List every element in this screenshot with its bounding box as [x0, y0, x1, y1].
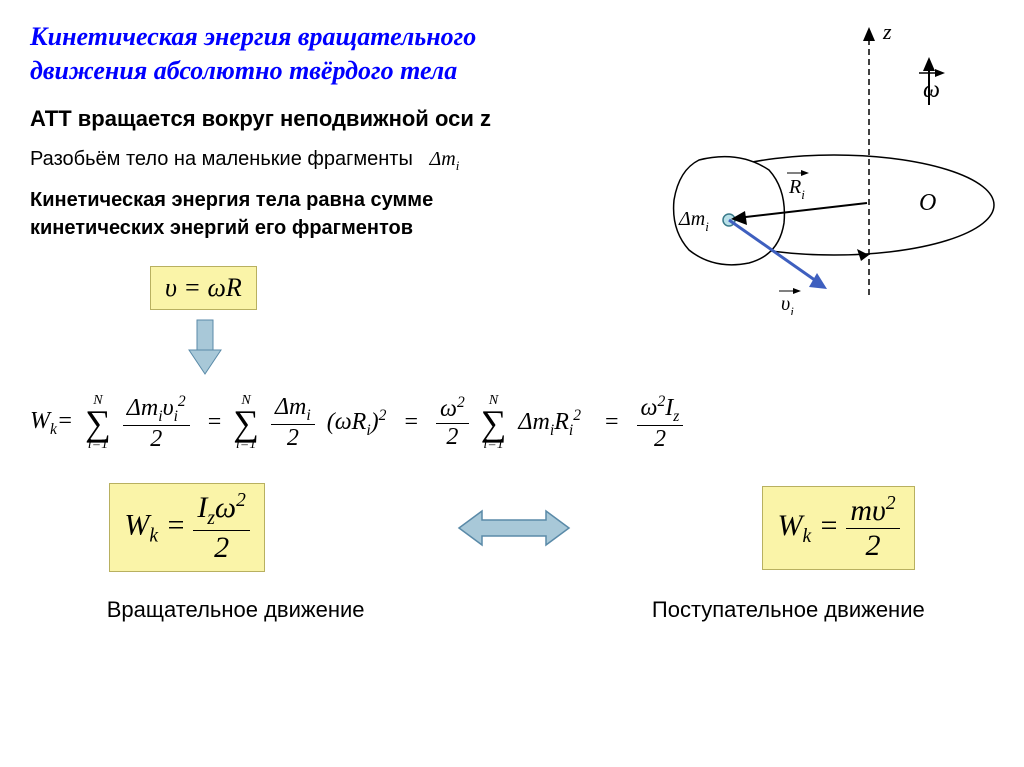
svg-text:υi: υi — [781, 293, 794, 315]
z-axis-label: z — [882, 19, 892, 44]
captions-row: Вращательное движение Поступательное дви… — [30, 582, 994, 623]
translational-energy-block: Wk = mυ22 — [762, 486, 914, 570]
final-formulas-row: Wk = Izω22 Wk = mυ22 — [30, 483, 994, 572]
derivation-formula: Wk= N∑i=1 Δmiυi22 = N∑i=1 Δmi2 (ωRi)2 = … — [30, 393, 994, 454]
delta-m-label: Δm — [678, 208, 705, 230]
caption-rotational: Вращательное движение — [43, 597, 429, 623]
formula-velocity: υ = ωR — [150, 266, 257, 310]
formula-translational: Wk = mυ22 — [762, 486, 914, 570]
R-vector-label: R — [788, 176, 801, 198]
caption-translational: Поступательное движение — [596, 597, 982, 623]
page-title: Кинетическая энергия вращательного движе… — [30, 20, 620, 88]
delta-m-inline: Δmi — [430, 148, 460, 170]
title-line-1: Кинетическая энергия вращательного — [30, 22, 476, 51]
rotational-energy-block: Wk = Izω22 — [109, 483, 264, 572]
formula-rotational: Wk = Izω22 — [109, 483, 264, 572]
rotation-diagram: z ω O Ri Δmi υi — [619, 15, 999, 315]
svg-text:Ri: Ri — [788, 176, 805, 202]
text-fragments: Разобьём тело на маленькие фрагменты Δmi — [30, 148, 620, 174]
velocity-label: υ — [781, 293, 790, 315]
center-O-label: O — [919, 190, 936, 216]
subtitle: АТТ вращается вокруг неподвижной оси z — [30, 106, 620, 132]
arrow-down-icon — [185, 318, 225, 378]
omega-label: ω — [923, 77, 940, 103]
title-line-2: движения абсолютно твёрдого тела — [30, 56, 457, 85]
text-energy-sum: Кинетическая энергия тела равна сумме ки… — [30, 186, 620, 242]
double-arrow-icon — [454, 503, 574, 553]
